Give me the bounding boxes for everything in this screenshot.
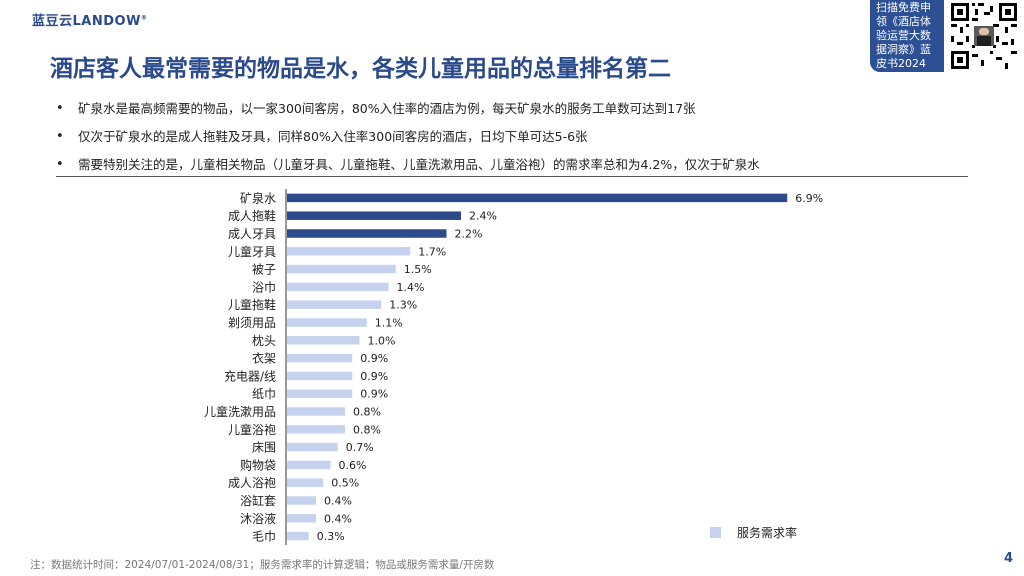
bar (287, 531, 309, 541)
legend-swatch (710, 527, 721, 538)
bar (287, 407, 345, 416)
category-label: 衣架 (252, 351, 276, 366)
data-label: 0.4% (324, 495, 352, 508)
bar (287, 442, 338, 452)
registered-mark: ® (140, 14, 148, 22)
bar (287, 264, 396, 274)
category-label: 沐浴液 (240, 511, 276, 526)
category-label: 成人浴袍 (228, 475, 276, 490)
data-label: 2.2% (455, 228, 483, 241)
category-label: 床围 (252, 441, 276, 455)
page-number: 4 (1004, 551, 1014, 566)
category-label: 儿童洗漱用品 (204, 404, 276, 419)
bar (287, 247, 411, 256)
data-label: 1.0% (368, 334, 396, 347)
category-label: 充电器/线 (224, 368, 276, 383)
data-label: 6.9% (795, 192, 823, 205)
bullet-item: 需要特别关注的是，儿童相关物品（儿童牙具、儿童拖鞋、儿童洗漱用品、儿童浴袍）的需… (56, 151, 956, 179)
bar (287, 353, 353, 363)
data-label: 0.9% (360, 370, 388, 383)
legend-label: 服务需求率 (737, 526, 798, 540)
data-label: 0.8% (353, 406, 381, 419)
category-label: 浴缸套 (240, 493, 276, 508)
data-label: 0.4% (324, 512, 352, 525)
bar (287, 514, 316, 523)
bar (287, 371, 353, 381)
bar (287, 336, 360, 345)
data-label: 2.4% (469, 210, 497, 223)
data-label: 0.8% (353, 423, 381, 436)
bar (287, 282, 389, 292)
bullet-item: 矿泉水是最高频需要的物品，以一家300间客房，80%入住率的酒店为例，每天矿泉水… (56, 95, 956, 123)
brand-logo-text: 蓝豆云LANDOW (32, 14, 141, 29)
data-label: 0.3% (317, 530, 345, 543)
category-label: 成人拖鞋 (228, 208, 276, 223)
bar (287, 496, 316, 505)
category-label: 纸巾 (252, 387, 276, 401)
bar (287, 389, 353, 398)
category-label: 购物袋 (240, 457, 276, 472)
category-label: 枕头 (252, 333, 276, 348)
data-label: 1.4% (397, 281, 425, 294)
data-label: 1.5% (404, 263, 432, 276)
qr-code-icon[interactable] (948, 0, 1020, 72)
chart-legend: 服务需求率 (710, 524, 797, 541)
category-label: 剃须用品 (228, 316, 276, 330)
data-label: 0.5% (331, 477, 359, 490)
bar (287, 300, 382, 309)
bar (287, 318, 367, 327)
category-label: 被子 (252, 263, 276, 277)
data-label: 1.7% (418, 245, 446, 258)
bar (287, 460, 331, 470)
category-label: 儿童拖鞋 (228, 297, 276, 312)
category-label: 浴巾 (252, 280, 276, 294)
category-label: 儿童浴袍 (228, 422, 276, 437)
category-label: 矿泉水 (240, 191, 276, 205)
category-label: 儿童牙具 (228, 244, 276, 259)
bullet-item: 仅次于矿泉水的是成人拖鞋及牙具，同样80%入住率300间客房的酒店，日均下单可达… (56, 123, 956, 151)
bar (287, 478, 324, 487)
divider (56, 176, 968, 177)
bar-chart: 矿泉水 6.9% 成人拖鞋 2.4% 成人牙具 2.2% 儿童牙具 1.7% 被子 1.5% 浴巾 1… (204, 189, 823, 545)
category-label: 成人牙具 (228, 227, 276, 241)
data-label: 0.9% (360, 388, 388, 401)
data-label: 1.1% (375, 317, 403, 330)
bar (287, 193, 788, 203)
data-label: 0.7% (346, 441, 374, 454)
promo-box[interactable]: 扫描免费申领《酒店体验运营大数据洞察》蓝皮书2024 (870, 0, 944, 72)
brand-logo: 蓝豆云LANDOW® (32, 10, 147, 29)
bar (287, 425, 345, 434)
footnote: 注：数据统计时间：2024/07/01-2024/08/31；服务需求率的计算逻… (30, 559, 495, 571)
bar (287, 229, 447, 238)
promo-text: 扫描免费申领《酒店体验运营大数据洞察》蓝皮书2024 (876, 1, 931, 70)
page-title: 酒店客人最常需要的物品是水，各类儿童用品的总量排名第二 (50, 56, 671, 82)
data-label: 1.3% (389, 299, 417, 312)
bullet-list: 矿泉水是最高频需要的物品，以一家300间客房，80%入住率的酒店为例，每天矿泉水… (56, 95, 956, 179)
data-label: 0.9% (360, 352, 388, 365)
data-label: 0.6% (339, 459, 367, 472)
category-label: 毛巾 (252, 530, 276, 544)
bar (287, 211, 461, 220)
